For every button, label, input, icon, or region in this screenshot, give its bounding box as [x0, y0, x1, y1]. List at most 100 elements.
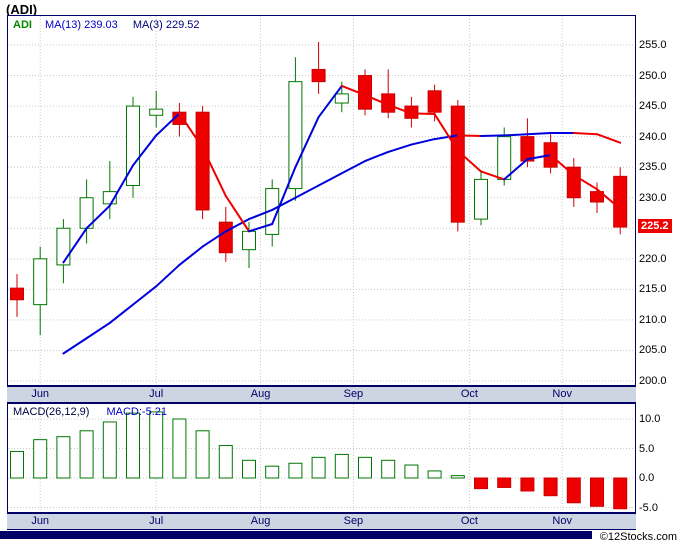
- month-label-oct: Oct: [460, 388, 478, 400]
- candle-down: [195, 111, 210, 211]
- macd-bar-negative: [474, 477, 488, 490]
- ma3-segment: [503, 158, 529, 181]
- ma3-segment: [132, 134, 158, 167]
- price-tick-label: 255.0: [639, 39, 667, 51]
- price-tick-label: 235.0: [639, 161, 667, 174]
- ma13-segment: [317, 172, 343, 187]
- macd-bar-positive: [195, 430, 210, 479]
- macd-bar-positive: [265, 465, 280, 479]
- ma3-segment: [387, 103, 413, 115]
- price-tick-label: 205.0: [639, 344, 667, 357]
- ma3-segment: [317, 84, 343, 119]
- price-chart: [8, 16, 635, 385]
- ma13-segment: [387, 143, 413, 153]
- macd-bar-positive: [79, 430, 94, 479]
- ma13-segment: [433, 134, 459, 141]
- ma13-segment: [364, 150, 390, 163]
- symbol-label: ADI: [13, 19, 32, 31]
- ma3-segment: [248, 222, 274, 233]
- price-tick-label: 240.0: [639, 130, 667, 143]
- ma13-segment: [480, 134, 506, 138]
- price-legend: ADI MA(13) 239.03 MA(3) 229.52: [13, 19, 200, 31]
- ma3-segment: [224, 194, 250, 233]
- month-label-jun: Jun: [31, 388, 50, 400]
- ma13-segment: [108, 303, 134, 324]
- macd-bar-negative: [613, 477, 628, 510]
- price-tick-label: 215.0: [639, 283, 667, 296]
- candle-down: [427, 90, 442, 113]
- ma13-segment: [85, 321, 111, 340]
- macd-bar-positive: [450, 475, 465, 479]
- month-label-jul: Jul: [149, 515, 164, 527]
- ma13-legend: MA(13) 239.03: [45, 19, 118, 31]
- ma3-segment: [85, 204, 111, 230]
- macd-tick-label: 0.0: [639, 472, 655, 484]
- ma3-segment: [155, 112, 181, 137]
- month-label-jun: Jun: [31, 515, 50, 527]
- price-panel: ADI MA(13) 239.03 MA(3) 229.52: [7, 15, 636, 386]
- ma13-segment: [456, 134, 482, 138]
- ma13-segment: [596, 133, 622, 144]
- ma13-segment: [271, 196, 297, 211]
- candle-up: [149, 108, 164, 116]
- ma3-segment: [340, 84, 366, 97]
- macd-panel: MACD(26,12,9) MACD:-5.21: [7, 403, 636, 513]
- macd-tick-label: 5.0: [639, 442, 655, 455]
- macd-bar-positive: [102, 421, 117, 479]
- ma3-legend: MA(3) 229.52: [132, 19, 200, 31]
- candle-up: [242, 230, 256, 251]
- macd-name-label: MACD(26,12,9): [13, 406, 90, 418]
- month-label-sep: Sep: [343, 388, 364, 400]
- ma3-segment: [456, 149, 482, 173]
- ma3-segment: [410, 112, 436, 116]
- macd-bar-positive: [149, 411, 164, 479]
- macd-bar-positive: [10, 450, 24, 479]
- candle-up: [33, 258, 48, 306]
- ma3-segment: [364, 94, 390, 106]
- macd-bar-negative: [543, 477, 558, 497]
- candle-down: [450, 105, 465, 223]
- ma13-segment: [294, 184, 320, 199]
- last-price-flag: 225.2: [638, 219, 672, 234]
- price-tick-label: 210.0: [639, 313, 667, 326]
- ma3-segment: [201, 146, 227, 197]
- ma3-segment: [178, 112, 204, 149]
- ma3-segment: [526, 153, 552, 161]
- macd-bar-negative: [566, 477, 581, 504]
- macd-bar-positive: [218, 445, 233, 479]
- ma3-segment: [433, 113, 459, 152]
- macd-value-label: MACD:-5.21: [106, 406, 168, 418]
- bottom-bar: [0, 531, 592, 539]
- macd-bar-positive: [311, 456, 326, 479]
- ma13-segment: [410, 138, 436, 146]
- price-tick-label: 245.0: [639, 100, 667, 113]
- ma13-segment: [340, 160, 366, 175]
- macd-bar-positive: [242, 459, 256, 479]
- candle-up: [126, 105, 140, 187]
- ma13-segment: [503, 133, 529, 137]
- ma3-segment: [572, 174, 598, 191]
- macd-bar-positive: [288, 462, 303, 479]
- ma3-segment: [294, 116, 320, 169]
- candle-up: [497, 136, 512, 180]
- ma13-segment: [155, 263, 181, 288]
- macd-bar-positive: [56, 436, 71, 479]
- copyright: ©12Stocks.com: [599, 531, 677, 543]
- month-label-nov: Nov: [552, 388, 572, 400]
- month-label-oct: Oct: [460, 515, 478, 527]
- macd-bar-positive: [404, 464, 419, 479]
- candle-down: [613, 175, 628, 228]
- candle-down: [404, 105, 419, 119]
- macd-bar-positive: [126, 412, 140, 479]
- macd-tick-label: -5.0: [639, 501, 658, 514]
- macd-bar-positive: [358, 456, 372, 479]
- ma3-segment: [108, 164, 134, 207]
- price-tick-label: 200.0: [639, 375, 667, 387]
- ma13-segment: [132, 285, 158, 306]
- ma13-segment: [201, 230, 227, 248]
- macd-legend: MACD(26,12,9) MACD:-5.21: [13, 406, 167, 418]
- macd-bar-negative: [520, 477, 535, 492]
- macd-bar-negative: [497, 477, 512, 488]
- macd-bar-negative: [590, 477, 604, 507]
